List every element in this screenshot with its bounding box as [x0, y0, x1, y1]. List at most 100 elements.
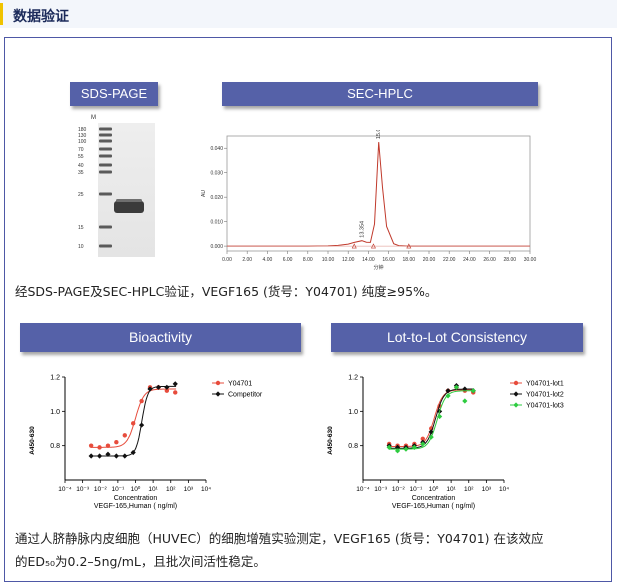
data-point: [114, 440, 119, 445]
x-tick-label: 10⁻³: [76, 486, 90, 493]
bioactivity-caption-line2: 的ED₅₀为0.2–5ng/mL，且批次间活性稳定。: [15, 554, 266, 569]
gel-marker-label: 25: [78, 192, 84, 198]
x-axis-label: Concentration: [412, 495, 456, 502]
legend-marker: [215, 380, 221, 386]
gel-lane-label: M: [91, 115, 96, 121]
data-point: [470, 388, 476, 394]
hplc-integration-marker: [370, 243, 376, 249]
sec-hplc-chart: 0.00 2.00 4.00 6.00 8.00 10.00 12.00 14.00 16.00…: [201, 130, 537, 271]
x-tick-label: 10⁴: [499, 486, 509, 493]
hplc-y-axis-label: AU: [201, 190, 207, 197]
data-point: [130, 449, 136, 456]
hplc-x-tick-label: 26.00: [483, 257, 496, 263]
hplc-x-tick-label: 30.00: [524, 257, 537, 263]
x-tick-label: 10²: [166, 486, 176, 493]
gel-marker-label: 10: [78, 244, 84, 250]
x-tick-label: 10⁻¹: [409, 486, 423, 493]
data-point: [462, 386, 468, 392]
hplc-plot-frame: [226, 135, 531, 252]
data-point: [164, 388, 170, 393]
fit-curve: [91, 388, 177, 448]
x-tick-label: 10⁻⁴: [356, 486, 370, 493]
bioactivity-caption-line1: 通过人脐静脉内皮细胞（HUVEC）的细胞增殖实验测定，VEGF165 (货号：Y…: [15, 531, 544, 546]
data-point: [130, 421, 136, 426]
legend-marker: [215, 391, 221, 397]
data-point: [172, 381, 178, 387]
x-tick-label: 10⁻¹: [111, 486, 125, 493]
gel-marker-label: 40: [78, 163, 84, 169]
gel-marker-label: 55: [78, 154, 84, 160]
sds-page-banner: SDS-PAGE: [70, 82, 158, 106]
x-tick-label: 10⁻³: [374, 486, 388, 493]
gel-marker-band: [99, 133, 112, 137]
hplc-x-tick-label: 2.00: [242, 257, 252, 263]
hplc-x-tick-label: 18.00: [403, 257, 416, 263]
data-point: [122, 433, 127, 438]
gel-marker-label: 15: [78, 225, 84, 231]
gel-marker-label: 35: [78, 170, 84, 176]
gel-marker-band: [99, 192, 112, 196]
gel-marker-label: 100: [78, 139, 87, 145]
hplc-x-tick-label: 16.00: [382, 257, 395, 263]
hplc-x-tick-label: 6.00: [283, 257, 293, 263]
fit-curve: [389, 390, 475, 450]
hplc-peak-label: 13.354: [359, 221, 365, 238]
gel-marker-band: [99, 154, 112, 158]
hplc-y-tick-label: 0.000: [210, 244, 223, 250]
x-axis-label: Concentration: [114, 495, 158, 502]
hplc-x-tick-label: 0.00: [222, 257, 232, 263]
gel-background: [98, 123, 155, 257]
hplc-x-tick-label: 14.00: [362, 257, 375, 263]
legend-marker: [513, 391, 519, 397]
data-point: [437, 413, 443, 420]
x-tick-label: 10¹: [148, 486, 158, 493]
y-tick-label: 0.8: [50, 443, 60, 450]
data-point: [445, 393, 451, 399]
x-tick-label: 10⁰: [429, 485, 439, 493]
x-tick-label: 10¹: [446, 486, 456, 493]
y-axis-label: A450-630: [327, 426, 334, 455]
gel-marker-band: [99, 139, 112, 143]
legend-marker: [513, 380, 519, 386]
gel-marker-band: [99, 244, 112, 248]
data-point: [139, 422, 145, 428]
hplc-integration-marker: [406, 243, 412, 249]
legend-label: Y04701-lot3: [526, 403, 564, 410]
bioactivity-chart: 10⁻⁴ 10⁻³ 10⁻² 10⁻¹ 10⁰ 10¹ 10² 10³ 10⁴ 0.8 1.0 1.2…: [29, 375, 263, 511]
data-point: [445, 388, 451, 394]
x-tick-label: 10⁰: [131, 485, 141, 493]
x-axis-sublabel: VEGF-165,Human ( ng/ml): [94, 503, 177, 510]
x-tick-label: 10⁴: [201, 486, 211, 493]
gel-marker-band: [99, 163, 112, 167]
hplc-integration-marker: [351, 243, 357, 249]
hplc-x-tick-label: 10.00: [322, 257, 335, 263]
hplc-y-tick-label: 0.040: [210, 146, 223, 152]
gel-marker-band: [99, 170, 112, 174]
purity-caption: 经SDS-PAGE及SEC-HPLC验证，VEGF165 (货号：Y04701)…: [15, 284, 438, 299]
bioactivity-banner: Bioactivity: [20, 323, 301, 352]
y-axis-label: A450-630: [29, 426, 36, 455]
data-point: [96, 453, 103, 459]
section-title: 数据验证: [13, 9, 69, 25]
data-point: [88, 453, 94, 459]
x-tick-label: 10³: [184, 486, 194, 493]
x-tick-label: 10³: [482, 486, 492, 493]
lot-consistency-banner: Lot-to-Lot Consistency: [331, 323, 583, 352]
legend-label: Competitor: [228, 392, 263, 399]
data-point: [147, 386, 153, 392]
y-tick-label: 1.0: [50, 409, 60, 416]
sec-hplc-banner: SEC-HPLC: [222, 82, 538, 106]
hplc-trace: [227, 142, 530, 247]
data-point: [97, 445, 102, 450]
gel-marker-band: [99, 127, 112, 131]
data-point: [462, 398, 468, 404]
y-tick-label: 1.2: [348, 375, 358, 382]
hplc-x-tick-label: 24.00: [463, 257, 476, 263]
x-axis-sublabel: VEGF-165,Human ( ng/ml): [392, 503, 475, 510]
legend-marker: [513, 402, 519, 408]
lot-consistency-chart: 10⁻⁴ 10⁻³ 10⁻² 10⁻¹ 10⁰ 10¹ 10² 10³ 10⁴ 0.8 1.0 1.2…: [327, 375, 564, 511]
x-tick-label: 10²: [464, 486, 474, 493]
hplc-y-tick-label: 0.030: [210, 171, 223, 177]
data-point: [122, 453, 128, 459]
